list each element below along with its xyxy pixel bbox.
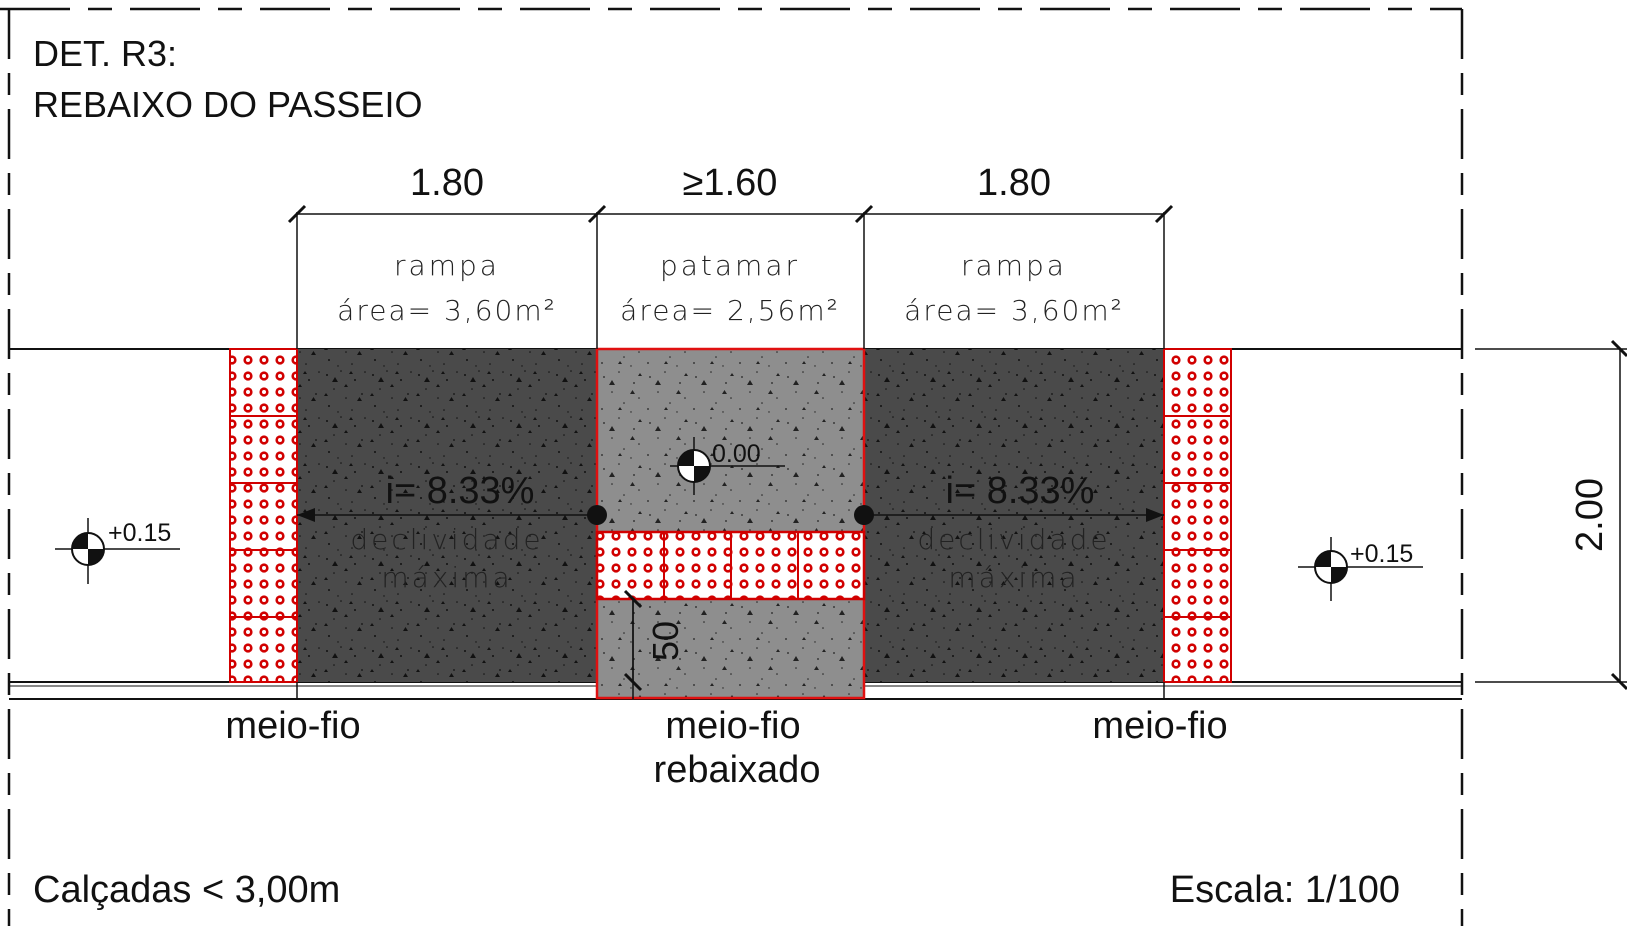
- zone-left-name: rampa: [394, 249, 500, 282]
- zone-center-area: área= 2,56m²: [620, 294, 840, 327]
- level-marker-center: [670, 437, 785, 495]
- level-marker-left: [55, 518, 180, 584]
- tactile-strip-center: [595, 530, 866, 601]
- tactile-dimension-line: [623, 589, 643, 692]
- slope-left-desc-2: máxima: [381, 561, 512, 594]
- depth-dimension-line: [1475, 339, 1627, 691]
- dimension-center: ≥1.60: [683, 162, 778, 204]
- title-line-1: DET. R3:: [33, 33, 177, 74]
- level-center: 0.00: [712, 440, 761, 468]
- zone-left-area: área= 3,60m²: [337, 294, 557, 327]
- slope-left-desc-1: declividade: [350, 523, 543, 556]
- title-line-2: REBAIXO DO PASSEIO: [33, 84, 422, 125]
- tactile-strip-right: [1163, 348, 1232, 683]
- level-right: +0.15: [1350, 540, 1413, 568]
- curb-center-label-2: rebaixado: [654, 749, 821, 791]
- level-left: +0.15: [108, 519, 171, 547]
- curb-left-label: meio-fio: [225, 705, 360, 747]
- scale-note: Escala: 1/100: [1170, 869, 1400, 911]
- tactile-dimension: 50: [645, 621, 686, 661]
- landing-patamar: [595, 347, 866, 700]
- level-marker-right: [1298, 537, 1423, 601]
- dimension-left: 1.80: [410, 162, 484, 204]
- slope-right-value: i= 8.33%: [946, 470, 1095, 512]
- slope-right-desc-1: declividade: [917, 523, 1110, 556]
- curb-right-label: meio-fio: [1092, 705, 1227, 747]
- drawing-frame: [0, 7, 1464, 926]
- slope-left-value: i= 8.33%: [386, 470, 535, 512]
- zone-center-name: patamar: [660, 249, 800, 282]
- zone-right-area: área= 3,60m²: [904, 294, 1124, 327]
- slope-arrow-right: [854, 505, 1164, 525]
- depth-dimension: 2.00: [1569, 478, 1611, 552]
- zone-right-name: rampa: [961, 249, 1067, 282]
- slope-arrow-left: [297, 505, 607, 525]
- dimension-right: 1.80: [977, 162, 1051, 204]
- top-dimension-line: [287, 204, 1174, 224]
- slope-right-desc-2: máxima: [948, 561, 1079, 594]
- curb-center-label-1: meio-fio: [665, 705, 800, 747]
- sidewalk-note: Calçadas < 3,00m: [33, 869, 340, 911]
- tactile-strip-left: [229, 348, 298, 683]
